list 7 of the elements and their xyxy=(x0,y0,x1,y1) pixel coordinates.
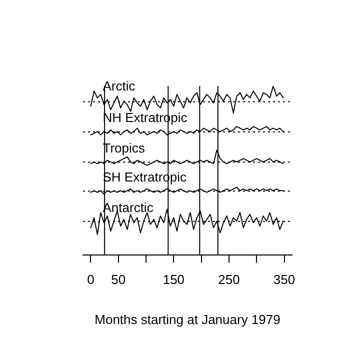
x-tick-label: 250 xyxy=(218,272,240,288)
x-axis-title: Months starting at January 1979 xyxy=(94,312,280,327)
x-tick-label: 50 xyxy=(111,272,126,288)
x-tick-label: 350 xyxy=(273,272,296,288)
x-tick-label: 0 xyxy=(87,272,94,288)
series-label: Arctic xyxy=(102,78,136,94)
x-tick-label: 150 xyxy=(162,272,185,288)
